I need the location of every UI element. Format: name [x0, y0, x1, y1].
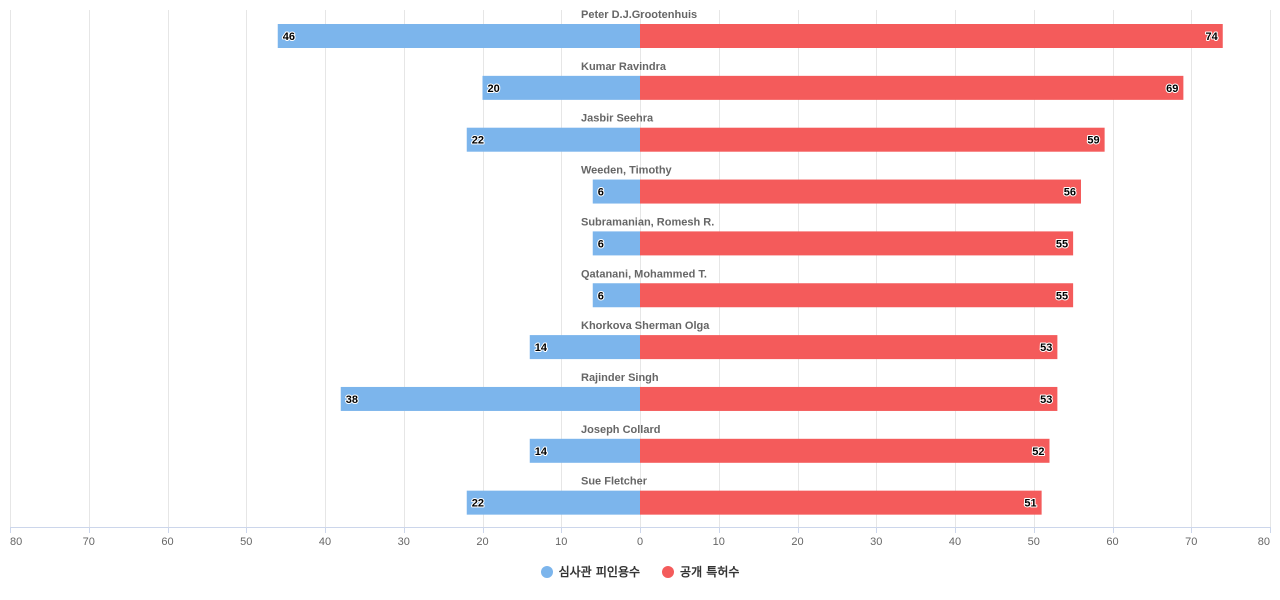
- bar-published-patents[interactable]: [640, 283, 1074, 308]
- data-label-published-patents: 55: [1056, 238, 1068, 250]
- x-tick-label: 10: [555, 536, 567, 548]
- data-label-published-patents: 51: [1024, 498, 1036, 510]
- bar-examiner-citations[interactable]: [529, 335, 640, 360]
- data-label-published-patents: 53: [1040, 394, 1052, 406]
- bar-examiner-citations[interactable]: [466, 127, 640, 152]
- data-label-examiner-citations: 46: [283, 31, 295, 43]
- category-label: Jasbir Seehra: [581, 113, 654, 125]
- x-tick-label: 70: [83, 536, 95, 548]
- bar-examiner-citations[interactable]: [592, 283, 640, 308]
- data-label-published-patents: 69: [1166, 83, 1178, 95]
- data-label-examiner-citations: 6: [598, 187, 604, 199]
- bar-published-patents[interactable]: [640, 179, 1081, 204]
- bar-examiner-citations[interactable]: [277, 24, 640, 48]
- legend-item-published-patents[interactable]: 공개 특허수: [662, 563, 739, 580]
- data-label-published-patents: 55: [1056, 290, 1068, 302]
- category-label: Joseph Collard: [581, 424, 660, 436]
- legend-label-published-patents: 공개 특허수: [680, 565, 740, 579]
- x-tick-label: 10: [713, 536, 725, 548]
- data-label-examiner-citations: 6: [598, 290, 604, 302]
- legend: 심사관 피인용수 공개 특허수: [0, 563, 1280, 580]
- category-label: Sue Fletcher: [581, 476, 648, 488]
- data-label-examiner-citations: 38: [346, 394, 358, 406]
- x-tick-label: 50: [240, 536, 252, 548]
- x-tick-label: 30: [398, 536, 410, 548]
- bar-examiner-citations[interactable]: [466, 490, 640, 515]
- category-label: Subramanian, Romesh R.: [581, 216, 714, 228]
- data-label-examiner-citations: 14: [535, 446, 548, 458]
- x-tick-label: 70: [1185, 536, 1197, 548]
- x-tick-label: 30: [870, 536, 882, 548]
- x-tick-label: 80: [1258, 536, 1270, 548]
- bar-published-patents[interactable]: [640, 24, 1223, 48]
- bar-published-patents[interactable]: [640, 490, 1042, 515]
- x-tick-label: 60: [1106, 536, 1118, 548]
- label-layer: Peter D.J.Grootenhuis 46 74 Kumar Ravindra 2…: [282, 9, 1220, 511]
- bar-examiner-citations[interactable]: [482, 75, 641, 100]
- data-label-published-patents: 53: [1040, 342, 1052, 354]
- legend-item-examiner-citations[interactable]: 심사관 피인용수: [540, 563, 641, 580]
- data-label-examiner-citations: 22: [472, 135, 484, 147]
- legend-marker-examiner-citations: [540, 565, 553, 578]
- legend-marker-published-patents: [662, 565, 675, 578]
- bar-examiner-citations[interactable]: [592, 231, 640, 256]
- data-label-examiner-citations: 20: [488, 83, 500, 95]
- bar-examiner-citations[interactable]: [340, 386, 640, 411]
- data-label-published-patents: 56: [1064, 187, 1076, 199]
- x-axis: 80 70 60 50 40 30 20 10 0 10 20 30 40 50 60 70 80: [10, 527, 1271, 548]
- bar-published-patents[interactable]: [640, 127, 1105, 152]
- data-label-published-patents: 74: [1206, 31, 1219, 43]
- x-tick-label: 50: [1028, 536, 1040, 548]
- bar-published-patents[interactable]: [640, 75, 1184, 100]
- x-tick-label: 40: [949, 536, 961, 548]
- x-tick-label: 40: [319, 536, 331, 548]
- bar-layer: [277, 24, 1223, 515]
- x-tick-label: 0: [637, 536, 643, 548]
- data-label-examiner-citations: 22: [472, 498, 484, 510]
- category-label: Peter D.J.Grootenhuis: [581, 9, 697, 21]
- x-tick-label: 20: [476, 536, 488, 548]
- bar-published-patents[interactable]: [640, 231, 1074, 256]
- bar-published-patents[interactable]: [640, 438, 1050, 463]
- x-tick-label: 20: [791, 536, 803, 548]
- category-label: Qatanani, Mohammed T.: [581, 268, 707, 280]
- bar-examiner-citations[interactable]: [592, 179, 640, 204]
- category-label: Kumar Ravindra: [581, 61, 667, 73]
- category-label: Khorkova Sherman Olga: [581, 320, 710, 332]
- bar-published-patents[interactable]: [640, 335, 1058, 360]
- x-tick-label: 80: [10, 536, 22, 548]
- data-label-published-patents: 59: [1087, 135, 1099, 147]
- legend-label-examiner-citations: 심사관 피인용수: [558, 565, 641, 579]
- x-tick-label: 60: [161, 536, 173, 548]
- category-label: Weeden, Timothy: [581, 165, 673, 177]
- bar-published-patents[interactable]: [640, 386, 1058, 411]
- bar-examiner-citations[interactable]: [529, 438, 640, 463]
- data-label-examiner-citations: 14: [535, 342, 548, 354]
- data-label-published-patents: 52: [1032, 446, 1044, 458]
- data-label-examiner-citations: 6: [598, 238, 604, 250]
- category-label: Rajinder Singh: [581, 372, 659, 384]
